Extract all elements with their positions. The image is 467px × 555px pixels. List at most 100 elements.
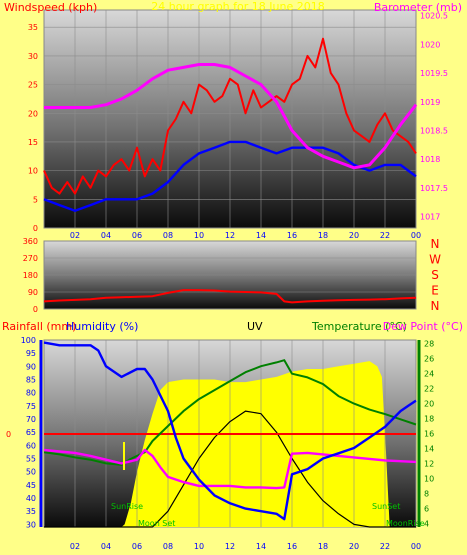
- compass-label: N: [431, 237, 440, 251]
- series-line-barometer: [44, 63, 418, 170]
- y2-tick-label: 1018: [420, 155, 440, 164]
- y-tick-label: 90: [28, 288, 38, 297]
- x-tick-label: 12: [225, 231, 235, 240]
- solar-area-fill: [121, 361, 390, 527]
- series-line-humidity: [43, 341, 417, 521]
- y-axis-label: Windspeed (kph): [4, 1, 97, 14]
- humidity-tick-label: 50: [26, 468, 36, 477]
- y2-tick-label: 1017: [420, 213, 440, 222]
- y2-tick-label: 1018.5: [420, 126, 448, 135]
- humidity-tick-label: 80: [26, 389, 36, 398]
- x-tick-label: 00: [411, 542, 421, 551]
- x-tick-label: 18: [318, 542, 328, 551]
- x-tick-label: 14: [256, 231, 266, 240]
- y-tick-label: 270: [23, 254, 38, 263]
- y-tick-label: 0: [33, 224, 38, 233]
- x-tick-label: 20: [349, 231, 359, 240]
- y2-tick-label: 1020: [420, 40, 440, 49]
- x-tick-label: 20: [349, 542, 359, 551]
- series-line-wind-speed: [43, 140, 417, 212]
- x-tick-label: 02: [70, 542, 80, 551]
- y-tick-label: 15: [28, 138, 38, 147]
- x-tick-label: 08: [163, 542, 173, 551]
- humidity-tick-label: 40: [26, 494, 36, 503]
- y-tick-label: 35: [28, 23, 38, 32]
- humidity-tick-label: 85: [26, 376, 36, 385]
- series-lines: [43, 289, 417, 304]
- temperature-tick-label: 4: [424, 519, 429, 528]
- series-line-dew-point: [43, 448, 417, 490]
- humidity-tick-label: 45: [26, 481, 36, 490]
- humidity-tick-label: 70: [26, 415, 36, 424]
- x-tick-label: 04: [101, 542, 111, 551]
- humidity-label: Humidity (%): [66, 320, 138, 333]
- temperature-tick-label: 26: [424, 355, 434, 364]
- y2-tick-label: 1017.5: [420, 184, 448, 193]
- x-tick-label: 16: [287, 542, 297, 551]
- temperature-tick-label: 12: [424, 459, 434, 468]
- y-tick-label: 180: [23, 271, 38, 280]
- humidity-tick-label: 75: [26, 402, 36, 411]
- x-tick-label: 08: [163, 231, 173, 240]
- humidity-tick-label: 60: [26, 441, 36, 450]
- humidity-tick-label: 35: [26, 507, 36, 516]
- y-tick-label: 25: [28, 81, 38, 90]
- x-tick-label: 14: [256, 542, 266, 551]
- chart-title: 24 hour graph for 18 June 2018: [151, 0, 324, 13]
- x-tick-label: 10: [194, 542, 204, 551]
- humidity-tick-label: 65: [26, 428, 36, 437]
- temperature-tick-label: 8: [424, 489, 429, 498]
- temperature-label: Temperature (°C): [311, 320, 407, 333]
- temperature-tick-labels: 4 6 8 10 12 14 16 18 20 22 24 26 28: [424, 340, 434, 529]
- sunrise-label: SunRise: [111, 502, 143, 511]
- sunset-label: SunSet: [372, 502, 400, 511]
- y-tick-label: 10: [28, 167, 38, 176]
- x-tick-label: 18: [318, 231, 328, 240]
- series-line-gust: [43, 37, 417, 195]
- rainfall-tick-labels: 0: [6, 430, 11, 439]
- y2-tick-label: 1020.5: [420, 12, 448, 21]
- solar-area: [121, 361, 390, 527]
- compass-label: S: [431, 268, 439, 282]
- temperature-tick-label: 20: [424, 400, 434, 409]
- temperature-tick-label: 16: [424, 430, 434, 439]
- x-tick-label: 16: [287, 231, 297, 240]
- x-tick-label: 10: [194, 231, 204, 240]
- x-tick-label: 06: [132, 231, 142, 240]
- humidity-tick-label: 95: [26, 349, 36, 358]
- humidity-tick-label: 100: [21, 336, 36, 345]
- y-tick-label: 5: [33, 195, 38, 204]
- temperature-tick-label: 10: [424, 474, 434, 483]
- series-lines: [43, 341, 417, 528]
- uv-label: UV: [247, 320, 263, 333]
- y2-tick-label: 1019.5: [420, 69, 448, 78]
- moonset-label: Moon Set: [138, 519, 175, 528]
- rain-humidity-temperature-panel: SunRise Moon Set SunSet MoonRise 3035404…: [2, 320, 463, 551]
- x-tick-label: 22: [380, 542, 390, 551]
- humidity-tick-label: 90: [26, 362, 36, 371]
- x-tick-label: 12: [225, 542, 235, 551]
- temperature-tick-label: 28: [424, 340, 434, 349]
- x-tick-label: 04: [101, 231, 111, 240]
- y-tick-label: 30: [28, 52, 38, 61]
- y2-axis-label: Barometer (mb): [374, 1, 462, 14]
- y-tick-label: 0: [33, 305, 38, 314]
- x-tick-label: 00: [411, 231, 421, 240]
- gridlines: [44, 10, 417, 229]
- y2-tick-labels: 1017 1017.5 1018 1018.5 1019 1019.5 1020 1020.5: [420, 12, 448, 222]
- temperature-tick-label: 6: [424, 504, 429, 513]
- compass-label: W: [429, 253, 441, 267]
- moonrise-label: MoonRise: [386, 519, 425, 528]
- x-tick-label: 06: [132, 542, 142, 551]
- compass-label: E: [431, 284, 439, 298]
- humidity-tick-label: 55: [26, 455, 36, 464]
- x-tick-labels: 02 04 06 08 10 12 14 16 18 20 22 00: [70, 231, 421, 240]
- y-tick-labels: 0 90 180 270 360: [23, 237, 38, 314]
- series-lines: [43, 37, 418, 212]
- series-line-wind-direction: [43, 289, 417, 304]
- y-tick-label: 360: [23, 237, 38, 246]
- humidity-tick-labels: 30 35 40 45 50 55 60 65 70 75 80 85 90 95 100: [21, 336, 36, 529]
